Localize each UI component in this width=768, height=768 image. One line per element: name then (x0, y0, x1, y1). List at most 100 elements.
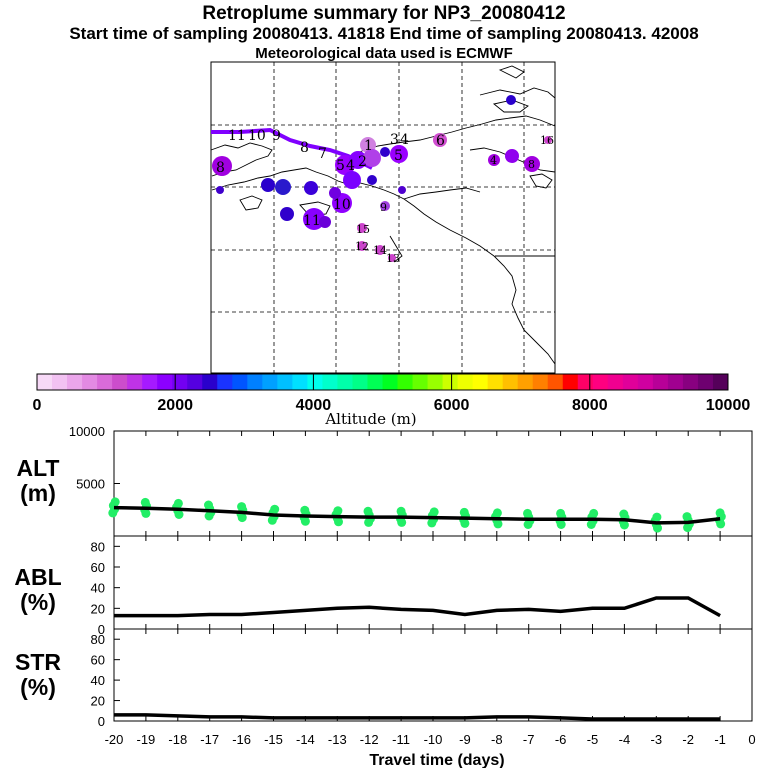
colorbar-tick-label: 6000 (434, 397, 470, 414)
x-tick-label: -13 (328, 732, 347, 747)
map-day-label: 2 (358, 154, 367, 170)
x-tick-label: 0 (748, 732, 755, 747)
plume-dot (319, 216, 331, 228)
str-y-tick-label: 0 (98, 714, 105, 729)
abl-y-tick-label: 80 (91, 539, 105, 554)
map-day-label: 8 (300, 140, 309, 156)
colorbar-cell (292, 374, 308, 390)
x-tick-label: -3 (651, 732, 663, 747)
x-tick-label: -8 (491, 732, 503, 747)
alt-particle-point (237, 502, 247, 512)
str-panel-unit: (%) (20, 674, 56, 700)
colorbar: 0 2000 4000 6000 8000 10000 Altitude (m) (33, 373, 751, 428)
str-y-tick-label: 80 (91, 632, 105, 647)
colorbar-tick-label: 10000 (706, 397, 751, 414)
colorbar-cell (502, 374, 519, 390)
colorbar-cell (277, 374, 293, 390)
colorbar-cell (82, 374, 98, 390)
colorbar-cell (142, 374, 158, 390)
map-frame (210, 61, 556, 374)
plume-dot (398, 186, 406, 194)
alt-particle-point (300, 505, 310, 515)
colorbar-cell (592, 374, 609, 390)
colorbar-cell (547, 374, 564, 390)
alt-particle-point (204, 500, 213, 510)
colorbar-cell (67, 374, 83, 390)
colorbar-cell (262, 374, 278, 390)
panels-frame (113, 430, 753, 722)
colorbar-cell (607, 374, 624, 390)
map-day-label: 13 (386, 252, 400, 265)
map-day-label: 4 (346, 158, 355, 174)
x-axis-title: Travel time (days) (369, 752, 504, 768)
colorbar-cell (472, 374, 489, 390)
abl-y-tick-label: 20 (91, 601, 105, 616)
sampling-times: Start time of sampling 20080413. 41818 E… (69, 24, 699, 43)
x-tick-label: -11 (392, 732, 410, 747)
plume-dot (363, 149, 381, 167)
colorbar-cell (382, 374, 399, 390)
map-day-label: 4 (490, 154, 497, 167)
colorbar-cell (442, 374, 459, 390)
map-day-label: 14 (373, 244, 387, 257)
x-tick-label: -6 (555, 732, 567, 747)
colorbar-cell (352, 374, 368, 390)
plume-dot (524, 156, 540, 172)
map-day-label: 16 (540, 134, 554, 147)
map-day-label: 9 (272, 128, 281, 144)
chart-title: Retroplume summary for NP3_20080412 (202, 3, 566, 24)
alt-particle-point (110, 497, 120, 507)
colorbar-cell (487, 374, 504, 390)
x-tick-label: -4 (619, 732, 631, 747)
colorbar-cells (37, 374, 729, 390)
map-day-label: 15 (356, 223, 370, 236)
colorbar-cell (622, 374, 639, 390)
colorbar-cell (322, 374, 338, 390)
map-day-label: 11 (228, 128, 246, 144)
colorbar-cell (652, 374, 669, 390)
map-day-label: 3 (390, 132, 399, 148)
colorbar-cell (232, 374, 248, 390)
plume-dot (329, 187, 341, 199)
plume-dot (261, 178, 275, 192)
colorbar-cell (127, 374, 143, 390)
plume-dot (388, 254, 396, 262)
x-tick-label: -5 (587, 732, 599, 747)
plume-cloud (212, 95, 552, 262)
plume-dot (390, 145, 408, 163)
colorbar-cell (412, 374, 429, 390)
x-tick-label: -2 (682, 732, 694, 747)
abl-panel-unit: (%) (20, 589, 56, 615)
colorbar-cell (37, 374, 53, 390)
plume-dot (488, 154, 500, 166)
colorbar-cell (637, 374, 654, 390)
plume-dot (275, 179, 291, 195)
colorbar-cell (712, 374, 729, 390)
alt-y-tick-label: 10000 (69, 424, 105, 439)
colorbar-tick-label: 4000 (296, 397, 332, 414)
plume-dot (304, 181, 318, 195)
colorbar-cell (367, 374, 383, 390)
map-day-label: 8 (216, 160, 225, 176)
plume-dot (367, 175, 377, 185)
colorbar-cell (202, 374, 218, 390)
alt-particle-point (363, 506, 373, 516)
colorbar-cell (682, 374, 699, 390)
plume-dot (303, 208, 325, 230)
map-day-label: 6 (436, 133, 445, 149)
met-data-note: Meteorological data used is ECMWF (255, 45, 513, 62)
str-y-tick-label: 40 (91, 673, 105, 688)
plume-dot (433, 133, 447, 147)
map-day-label: 5 (394, 148, 403, 164)
map-day-label: 1 (364, 138, 373, 154)
str-y-tick-label: 60 (91, 653, 105, 668)
plume-dot (280, 207, 294, 221)
colorbar-tick-label: 2000 (157, 397, 193, 414)
colorbar-cell (247, 374, 263, 390)
map-panel: 8 11 10 9 8 7 5 4 2 1 3 4 5 6 10 11 9 15… (210, 61, 556, 374)
colorbar-cell (697, 374, 714, 390)
map-day-label: 4 (400, 132, 409, 148)
plume-dot (375, 245, 385, 255)
